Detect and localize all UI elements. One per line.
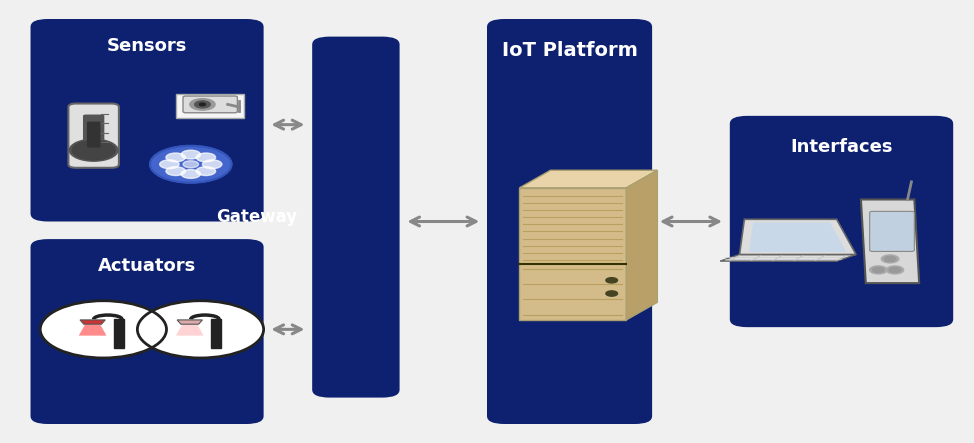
FancyBboxPatch shape [87, 121, 100, 148]
Circle shape [190, 99, 215, 110]
Circle shape [137, 301, 264, 358]
Circle shape [181, 170, 201, 179]
Circle shape [881, 255, 899, 263]
Polygon shape [519, 188, 626, 320]
Circle shape [166, 167, 185, 175]
Polygon shape [177, 320, 203, 324]
Polygon shape [80, 320, 105, 324]
Circle shape [150, 146, 232, 183]
Circle shape [203, 160, 222, 169]
Polygon shape [720, 255, 856, 261]
Circle shape [69, 139, 118, 161]
Text: IoT Platform: IoT Platform [502, 41, 638, 60]
FancyBboxPatch shape [68, 104, 119, 168]
FancyBboxPatch shape [313, 37, 399, 397]
Polygon shape [861, 199, 919, 283]
Circle shape [196, 153, 215, 162]
Polygon shape [79, 324, 106, 336]
Bar [176, 94, 244, 118]
Circle shape [166, 153, 185, 162]
FancyBboxPatch shape [30, 239, 264, 424]
FancyBboxPatch shape [83, 115, 104, 148]
Circle shape [873, 267, 884, 272]
FancyBboxPatch shape [730, 116, 954, 327]
Bar [211, 319, 221, 348]
Circle shape [606, 278, 618, 283]
Circle shape [72, 140, 115, 160]
Polygon shape [519, 170, 657, 188]
Circle shape [195, 101, 210, 108]
FancyBboxPatch shape [870, 211, 915, 252]
Circle shape [886, 266, 904, 274]
Circle shape [181, 150, 201, 159]
Circle shape [183, 161, 199, 168]
Circle shape [160, 160, 179, 169]
Polygon shape [176, 324, 204, 336]
Polygon shape [749, 222, 846, 252]
Text: Sensors: Sensors [107, 37, 187, 54]
Circle shape [870, 266, 887, 274]
Circle shape [889, 267, 901, 272]
Polygon shape [739, 219, 856, 255]
Text: Actuators: Actuators [98, 256, 196, 275]
FancyBboxPatch shape [487, 19, 653, 424]
Text: Gateway: Gateway [216, 208, 298, 226]
Circle shape [196, 167, 215, 175]
Text: Interfaces: Interfaces [790, 138, 893, 156]
Circle shape [40, 301, 167, 358]
Bar [114, 319, 124, 348]
FancyBboxPatch shape [183, 96, 238, 113]
Circle shape [884, 256, 896, 261]
FancyBboxPatch shape [30, 19, 264, 222]
Polygon shape [626, 170, 657, 320]
Circle shape [606, 291, 618, 296]
Circle shape [200, 103, 206, 106]
